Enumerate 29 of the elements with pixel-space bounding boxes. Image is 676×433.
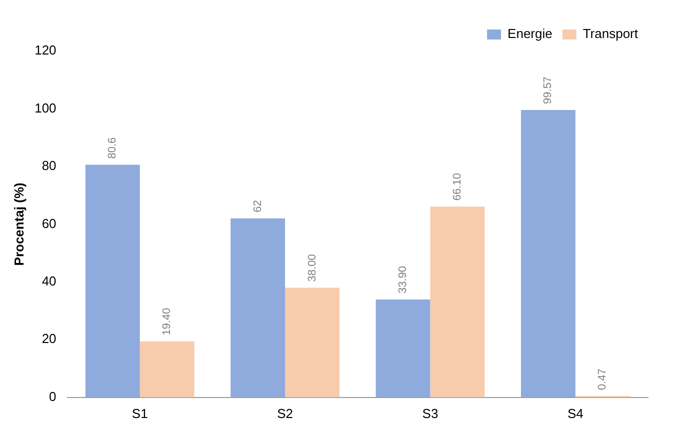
y-tick-label: 20 bbox=[42, 331, 56, 346]
y-tick-label: 80 bbox=[42, 158, 56, 174]
data-label: 99.57 bbox=[542, 76, 554, 104]
bar bbox=[430, 206, 485, 398]
bar bbox=[230, 218, 286, 398]
data-label: 80.6 bbox=[106, 137, 119, 159]
x-tick-label: S1 bbox=[132, 406, 148, 421]
bar bbox=[520, 110, 576, 398]
y-tick-label: 40 bbox=[42, 274, 56, 289]
x-tick-label: S2 bbox=[277, 406, 294, 421]
bar bbox=[85, 164, 140, 398]
y-tick-label: 120 bbox=[34, 42, 56, 58]
data-label: 62 bbox=[252, 200, 264, 212]
y-tick-label: 0 bbox=[49, 388, 56, 404]
data-label: 66.10 bbox=[451, 173, 464, 201]
y-tick-label: 100 bbox=[34, 100, 56, 116]
data-label: 0.47 bbox=[596, 368, 609, 390]
data-label: 19.40 bbox=[161, 308, 174, 336]
x-tick-label: S3 bbox=[422, 406, 438, 421]
data-label: 38.00 bbox=[306, 254, 318, 282]
bar bbox=[285, 288, 340, 398]
bar bbox=[376, 300, 430, 398]
y-axis-title: Procentaj (%) bbox=[11, 182, 26, 266]
legend-label: Transport bbox=[582, 26, 638, 42]
x-tick-label: S4 bbox=[567, 406, 584, 421]
legend-label: Energie bbox=[508, 26, 552, 42]
bar bbox=[140, 341, 194, 398]
y-tick-label: 60 bbox=[42, 216, 56, 231]
data-label: 33.90 bbox=[397, 266, 410, 294]
